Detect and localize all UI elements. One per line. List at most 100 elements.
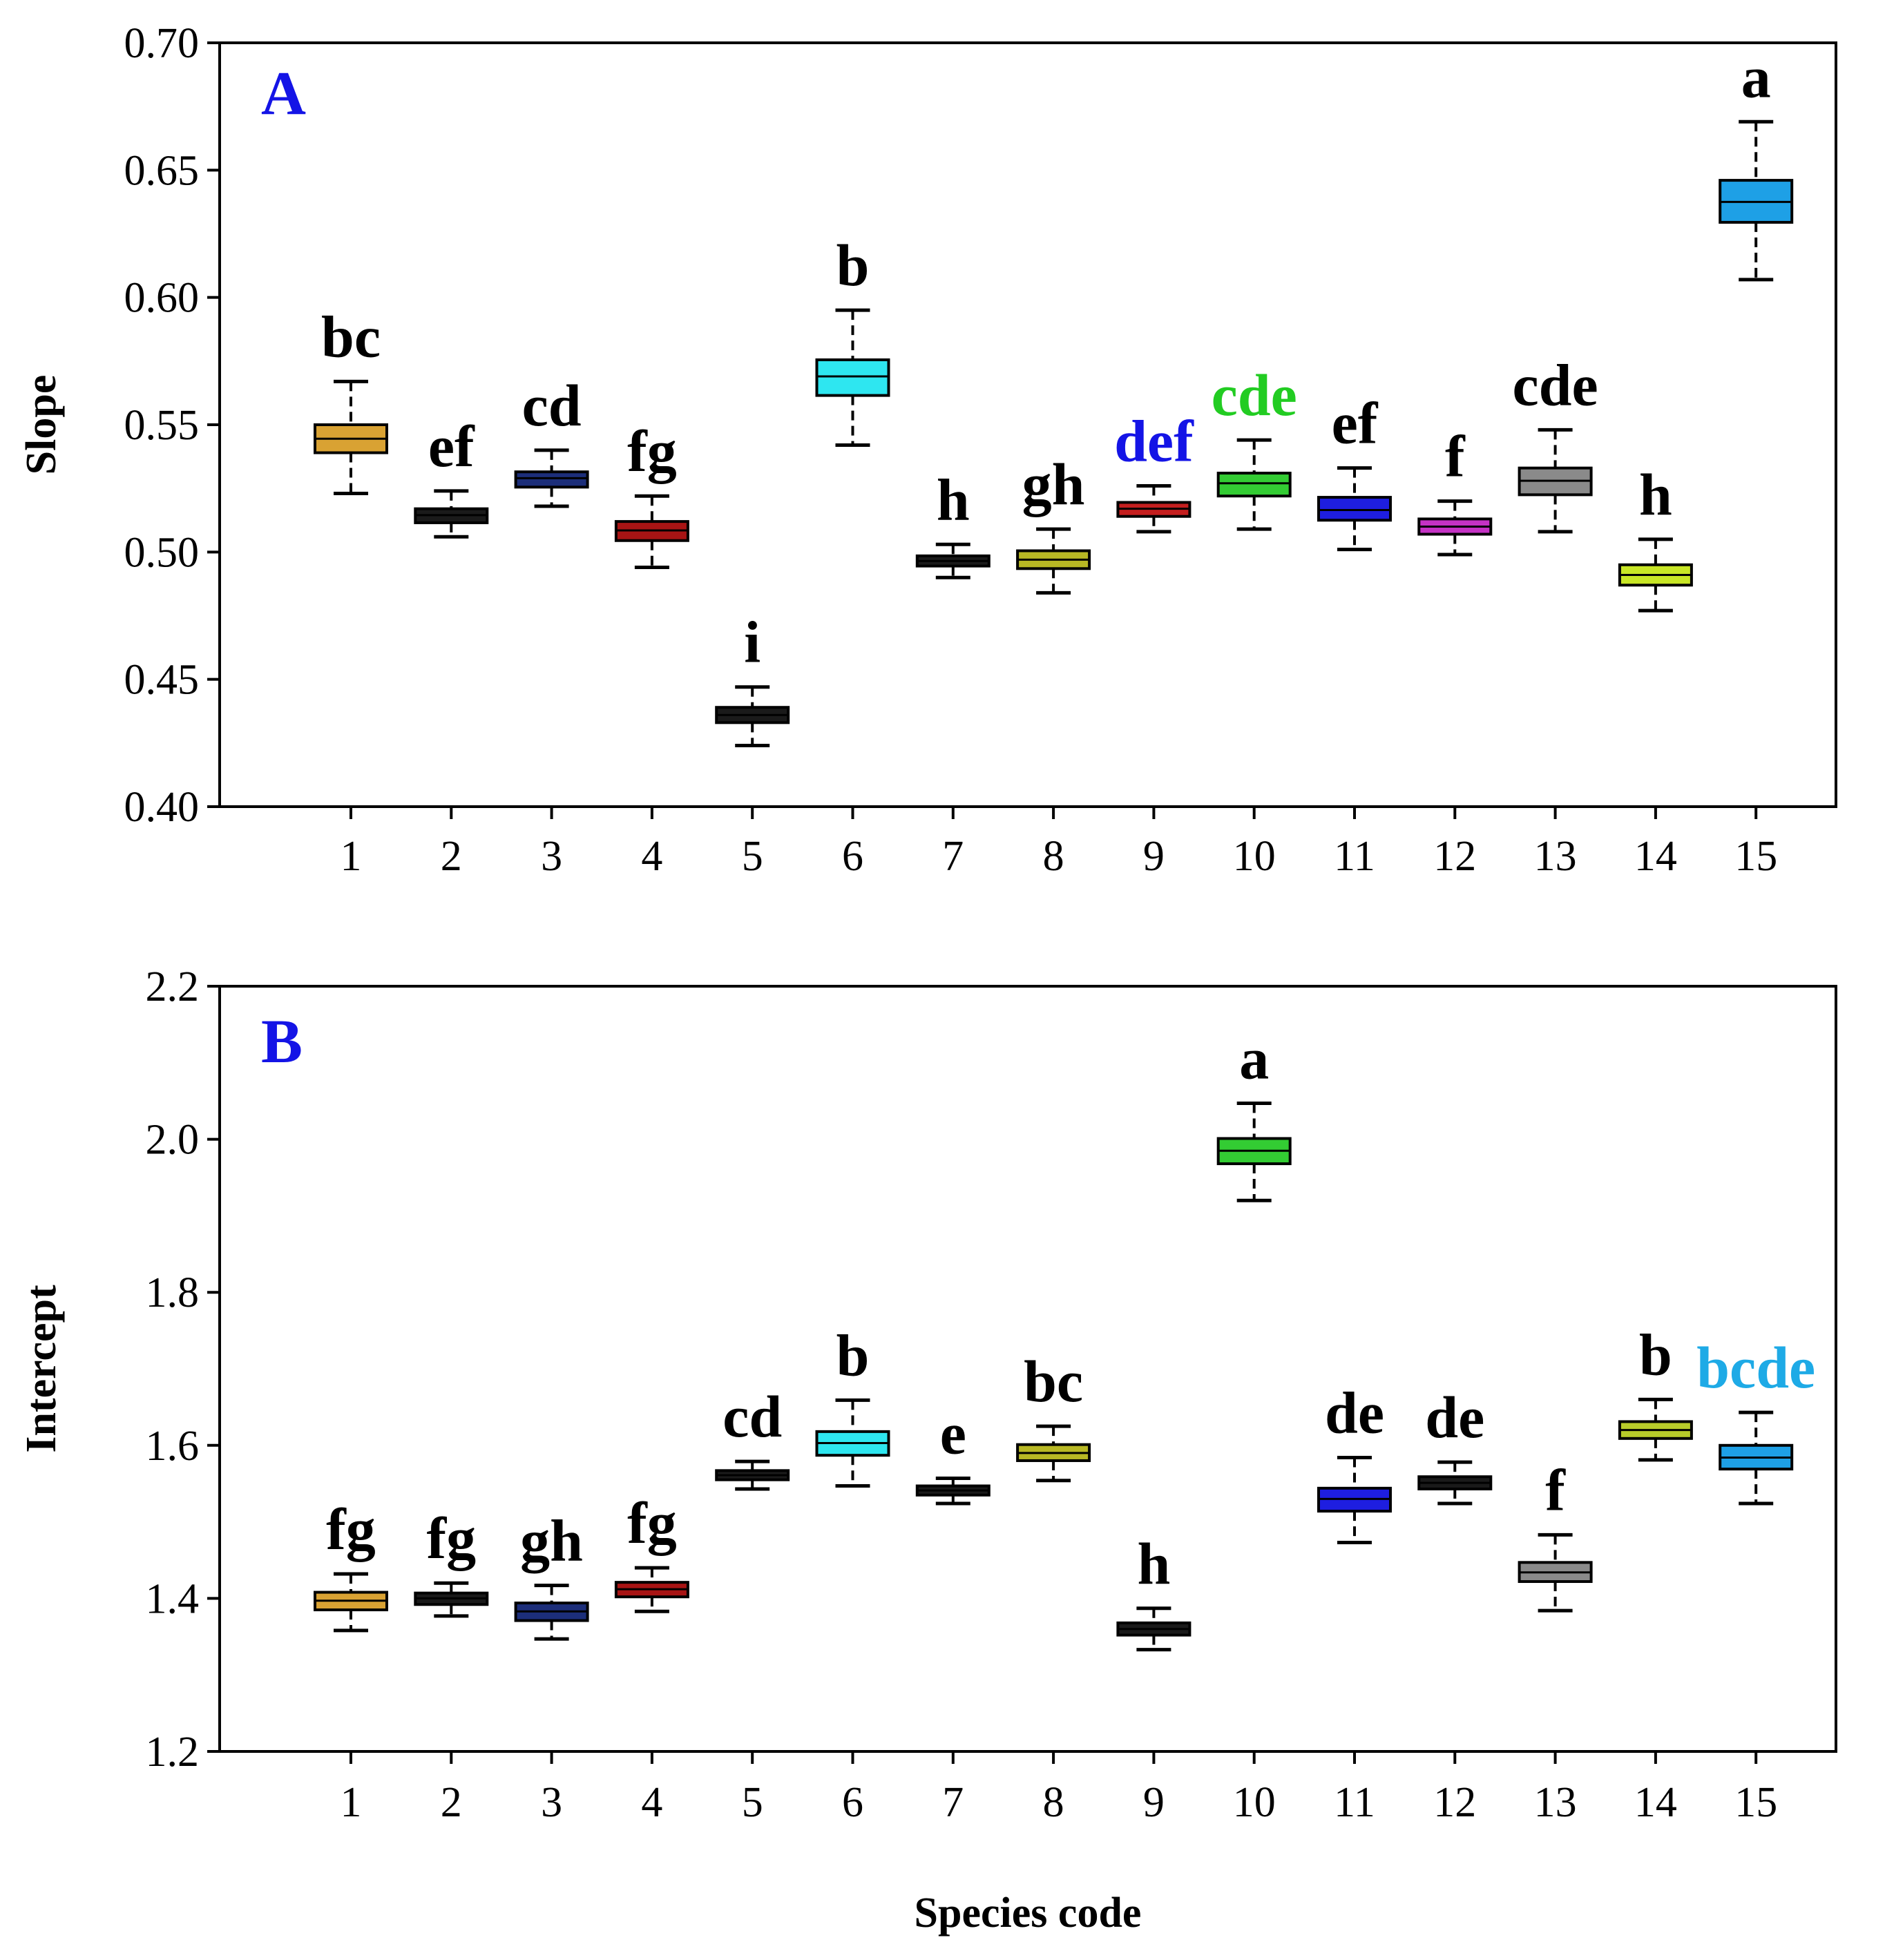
x-tick-label: 3 [541,1779,562,1826]
box-species-2: fg [414,1505,489,1618]
significance-letter: def [1114,407,1194,474]
x-tick-label: 7 [942,833,964,880]
significance-letter: fg [627,1490,677,1556]
x-tick-label: 7 [942,1779,964,1826]
box-species-8: bc [1016,1348,1091,1483]
significance-letter: f [1545,1457,1566,1523]
box-species-11: ef [1317,390,1392,552]
box-species-13: f [1518,1457,1593,1613]
significance-letter: bc [321,303,381,369]
box-species-6: b [815,1322,890,1488]
box-species-14: h [1618,461,1693,613]
x-tick-label: 6 [842,833,863,880]
x-tick-label: 11 [1334,1779,1375,1826]
significance-letter: a [1239,1026,1269,1092]
box-species-7: e [915,1400,991,1506]
y-tick-label: 1.4 [146,1575,200,1622]
significance-letter: h [1137,1530,1170,1597]
x-tick-label: 15 [1734,1779,1777,1826]
box-species-11: de [1317,1380,1392,1545]
significance-letter: b [836,1322,870,1388]
y-tick-label: 0.70 [124,20,200,67]
y-tick-label: 0.60 [124,275,200,322]
box-species-6: b [815,232,890,447]
box-species-3: gh [514,1508,589,1641]
y-tick-label: 0.45 [124,657,200,704]
x-tick-label: 10 [1233,1779,1276,1826]
y-axis-title: Slope [18,375,65,475]
x-tick-label: 12 [1433,1779,1476,1826]
panel-label: B [261,1008,303,1076]
box-body [1216,472,1292,498]
significance-letter: bc [1024,1348,1083,1414]
x-tick-label: 14 [1634,1779,1677,1826]
x-tick-label: 5 [742,1779,763,1826]
significance-letter: i [744,609,760,675]
box-species-12: de [1417,1384,1493,1506]
box-species-2: ef [414,413,489,539]
box-species-15: bcde [1696,1334,1815,1506]
box-species-1: fg [314,1496,388,1633]
significance-letter: h [937,466,970,532]
box-species-8: gh [1016,451,1091,595]
significance-letter: ef [428,413,475,479]
significance-letter: fg [426,1505,476,1571]
significance-letter: gh [1022,451,1085,517]
y-axis-title: Intercept [18,1285,65,1453]
significance-letter: e [940,1400,966,1466]
x-tick-label: 10 [1233,833,1276,880]
box-species-4: fg [614,1490,689,1613]
significance-letter: cde [1513,352,1598,418]
x-tick-label: 14 [1634,833,1677,880]
significance-letter: b [836,232,870,298]
box-body [514,470,589,489]
x-tick-label: 1 [341,833,362,880]
y-tick-label: 1.2 [146,1729,200,1776]
box-species-10: cde [1212,362,1297,531]
significance-letter: cde [1212,362,1297,428]
significance-letter: b [1639,1321,1672,1387]
x-tick-label: 8 [1043,1779,1064,1826]
significance-letter: h [1639,461,1672,528]
box-species-3: cd [514,372,589,508]
x-tick-label: 9 [1143,1779,1165,1826]
x-tick-label: 3 [541,833,562,880]
significance-letter: f [1445,423,1466,490]
significance-letter: cd [522,372,582,439]
box-body [1317,496,1392,522]
significance-letter: cd [723,1383,782,1450]
x-tick-label: 9 [1143,833,1165,880]
x-tick-label: 11 [1334,833,1375,880]
y-tick-label: 0.40 [124,784,200,831]
box-species-4: fg [614,418,689,569]
significance-letter: de [1425,1384,1484,1450]
box-body [815,358,890,397]
significance-letter: bcde [1696,1334,1815,1401]
y-tick-label: 1.8 [146,1269,200,1316]
x-tick-label: 2 [441,1779,462,1826]
x-tick-label: 8 [1043,833,1064,880]
significance-letter: fg [326,1496,376,1562]
x-tick-label: 13 [1534,1779,1577,1826]
box-species-13: cde [1513,352,1598,534]
x-tick-label: 4 [641,1779,662,1826]
y-tick-label: 1.6 [146,1423,200,1470]
x-tick-label: 2 [441,833,462,880]
significance-letter: fg [627,418,677,484]
box-species-12: f [1417,423,1493,557]
box-species-7: h [915,466,991,579]
x-tick-label: 13 [1534,833,1577,880]
box-species-14: b [1618,1321,1693,1462]
panel-label: A [261,59,306,128]
significance-letter: de [1325,1380,1384,1446]
plot-frame [218,985,1837,1753]
significance-letter: gh [520,1508,583,1574]
x-tick-label: 12 [1433,833,1476,880]
box-species-15: a [1719,44,1794,282]
significance-letter: ef [1332,390,1379,457]
y-tick-label: 2.2 [146,963,200,1010]
box-species-5: i [715,609,790,748]
x-tick-label: 1 [341,1779,362,1826]
